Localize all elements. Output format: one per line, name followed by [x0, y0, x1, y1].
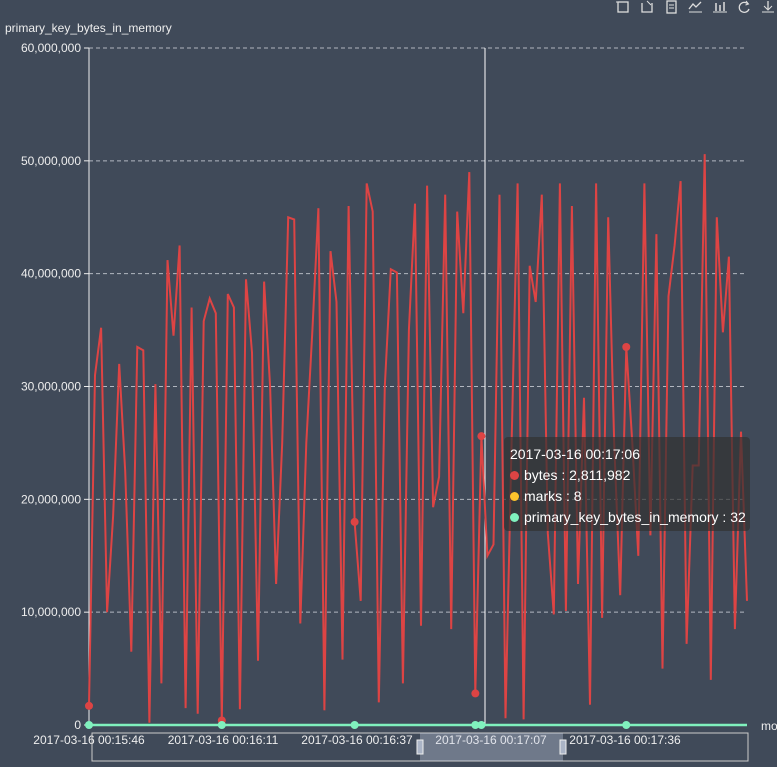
bytes-point [477, 432, 486, 441]
x-tick-label: 2017-03-16 00:16:11 [168, 733, 279, 747]
line-type-icon[interactable] [687, 0, 705, 14]
primary-key-point [85, 720, 93, 729]
y-tick-label: 0 [74, 718, 81, 732]
tooltip: 2017-03-16 00:17:06 bytes : 2,811,982 ma… [504, 437, 750, 531]
series-layer [85, 154, 748, 729]
bytes-point [622, 343, 631, 352]
primary-key-point [622, 720, 631, 729]
y-tick-label: 30,000,000 [21, 380, 81, 394]
primary-key-point [350, 720, 359, 729]
x-tick-label: 2017-03-16 00:16:37 [301, 733, 413, 747]
data-view-icon[interactable] [663, 0, 681, 14]
x-axis-ticks: 2017-03-16 00:15:46 2017-03-16 00:16:11 20… [33, 733, 681, 747]
primary-key-point [477, 720, 486, 729]
primary-key-point [217, 720, 226, 729]
tooltip-row-bytes: bytes : 2,811,982 [510, 465, 750, 486]
toolbox [615, 0, 777, 14]
primary-key-point [471, 720, 480, 729]
y-tick-label: 40,000,000 [21, 267, 81, 281]
y-tick-label: 50,000,000 [21, 154, 81, 168]
series-line-bytes [88, 154, 748, 723]
tooltip-label: bytes [524, 467, 558, 483]
tooltip-title: 2017-03-16 00:17:06 [510, 446, 640, 462]
y-axis-name: primary_key_bytes_in_memory [5, 21, 172, 35]
series-color-dot [510, 492, 519, 501]
y-tick-label: 10,000,000 [21, 605, 81, 619]
x-tick-label: 2017-03-16 00:17:36 [569, 733, 681, 747]
y-axis-ticks: 0 10,000,000 20,000,000 30,000,000 40,000,00… [21, 41, 89, 732]
series-color-dot [510, 513, 519, 522]
data-zoom-left-handle[interactable] [416, 739, 424, 755]
save-image-icon[interactable] [759, 0, 777, 14]
bytes-point [350, 517, 359, 526]
bytes-point [85, 701, 93, 710]
tooltip-label: marks [524, 488, 563, 504]
tooltip-row-marks: marks : 8 [510, 486, 750, 507]
data-zoom-slider[interactable] [91, 732, 749, 762]
zoom-reset-icon[interactable] [639, 0, 657, 14]
tooltip-value: 8 [573, 488, 582, 504]
zoom-icon[interactable] [615, 0, 633, 14]
y-tick-label: 60,000,000 [21, 41, 81, 55]
series-color-dot [510, 471, 519, 480]
tooltip-row-primary-key: primary_key_bytes_in_memory : 32 [510, 507, 750, 528]
data-zoom-selected-range[interactable] [420, 733, 563, 761]
data-zoom-track[interactable] [91, 732, 749, 762]
y-tick-label: 20,000,000 [21, 492, 81, 506]
data-zoom-right-handle[interactable] [559, 739, 567, 755]
tooltip-value: 2,811,982 [569, 467, 631, 483]
bytes-point [471, 689, 480, 698]
x-tick-label: 2017-03-16 00:15:46 [33, 733, 145, 747]
restore-icon[interactable] [735, 0, 753, 14]
bar-type-icon[interactable] [711, 0, 729, 14]
tooltip-value: 32 [730, 509, 746, 525]
tooltip-label: primary_key_bytes_in_memory [524, 509, 719, 525]
x-axis-name: mo [761, 719, 777, 733]
x-tick-label: 2017-03-16 00:17:07 [435, 733, 547, 747]
